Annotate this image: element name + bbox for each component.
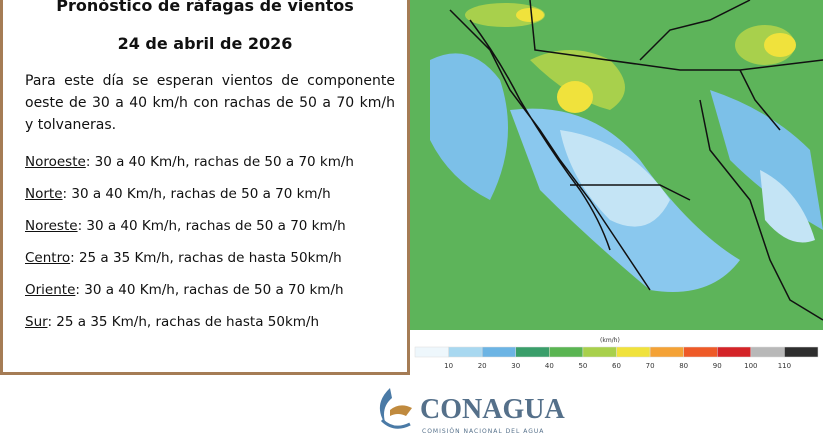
region-line: Centro: 25 a 35 Km/h, rachas de hasta 50… <box>25 250 342 266</box>
legend-tick-label: 50 <box>578 362 587 370</box>
date: 24 de abril de 2026 <box>117 34 293 53</box>
region-line: Noreste: 30 a 40 Km/h, rachas de 50 a 70… <box>25 218 346 234</box>
legend-swatch <box>784 346 819 358</box>
legend-swatch <box>582 346 617 358</box>
legend-swatch <box>616 346 651 358</box>
region-name: Oriente <box>25 282 76 298</box>
legend-tick-label: 70 <box>646 362 655 370</box>
legend-swatch <box>414 346 449 358</box>
region-text: : 30 a 40 Km/h, rachas de 50 a 70 km/h <box>75 282 344 298</box>
legend-tick-label: 40 <box>545 362 554 370</box>
title: Pronóstico de ráfagas de vientos <box>56 0 354 15</box>
legend-swatch <box>448 346 483 358</box>
region-name: Centro <box>25 250 71 266</box>
summary: Para este día se esperan vientos de comp… <box>25 73 395 133</box>
region-text: : 30 a 40 Km/h, rachas de 50 a 70 km/h <box>77 218 346 234</box>
region-line: Sur: 25 a 35 Km/h, rachas de hasta 50km/… <box>25 314 319 330</box>
legend-tick-label: 100 <box>744 362 757 370</box>
map-panel: 10 20 30 40 50 60 70 80 90 100 110 (km/h) <box>410 0 823 375</box>
region-line: Noroeste: 30 a 40 Km/h, rachas de 50 a 7… <box>25 154 354 170</box>
legend-swatch <box>649 346 684 358</box>
region-text: : 30 a 40 Km/h, rachas de 50 a 70 km/h <box>85 154 354 170</box>
legend-swatch <box>549 346 584 358</box>
region-name: Sur <box>25 314 48 330</box>
legend-swatch <box>750 346 785 358</box>
legend: 10 20 30 40 50 60 70 80 90 100 110 (km/h) <box>414 337 819 370</box>
logo-name: CONAGUA <box>420 394 565 425</box>
legend-tick-label: 60 <box>612 362 621 370</box>
legend-tick-label: 80 <box>679 362 688 370</box>
legend-tick-label: 90 <box>713 362 722 370</box>
region-text: : 25 a 35 Km/h, rachas de hasta 50km/h <box>47 314 320 330</box>
legend-unit: (km/h) <box>600 337 620 344</box>
legend-tick-label: 10 <box>444 362 453 370</box>
legend-tick-label: 110 <box>778 362 791 370</box>
logo-subtitle: COMISIÓN NACIONAL DEL AGUA <box>422 428 544 435</box>
region-name: Noreste <box>25 218 78 234</box>
region-text: : 30 a 40 Km/h, rachas de 50 a 70 km/h <box>62 186 331 202</box>
legend-swatch <box>683 346 718 358</box>
region-line: Norte: 30 a 40 Km/h, rachas de 50 a 70 k… <box>25 186 331 202</box>
legend-swatch <box>717 346 752 358</box>
logo: CONAGUA COMISIÓN NACIONAL DEL AGUA <box>379 388 565 435</box>
legend-tick-label: 20 <box>478 362 487 370</box>
region-text: : 25 a 35 Km/h, rachas de hasta 50km/h <box>70 250 342 266</box>
legend-tick-label: 30 <box>511 362 520 370</box>
region-name: Norte <box>25 186 63 202</box>
region-name: Noroeste <box>25 154 86 170</box>
legend-swatch <box>515 346 550 358</box>
region-line: Oriente: 30 a 40 Km/h, rachas de 50 a 70… <box>25 282 344 298</box>
text-panel: Pronóstico de ráfagas de vientos 24 de a… <box>0 0 410 375</box>
legend-swatch <box>481 346 516 358</box>
